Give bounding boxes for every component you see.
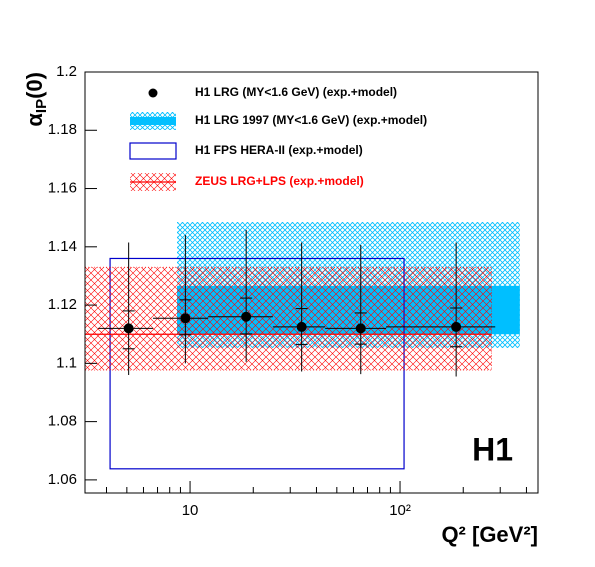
y-tick-label: 1.14 xyxy=(48,238,77,255)
data-point xyxy=(123,323,134,334)
y-axis-label-part: IP xyxy=(33,99,50,113)
data-point xyxy=(241,311,252,322)
y-axis-label: αIP(0) xyxy=(22,72,50,127)
x-tick-label: 10 xyxy=(182,502,199,519)
plot-frame xyxy=(84,71,539,494)
y-tick-label: 1.08 xyxy=(48,413,77,430)
y-axis-label-part: (0) xyxy=(22,72,47,99)
legend-label: H1 LRG 1997 (MY<1.6 GeV) (exp.+model) xyxy=(195,113,427,127)
annotation: H1 xyxy=(472,431,513,467)
data-point xyxy=(355,323,366,334)
legend-marker xyxy=(148,88,158,98)
data-point xyxy=(296,321,307,332)
y-tick-label: 1.16 xyxy=(48,180,77,197)
legend-label: H1 FPS HERA-II (exp.+model) xyxy=(195,143,363,157)
data-point xyxy=(451,321,462,332)
y-axis-label-part: α xyxy=(22,113,47,127)
legend-swatch xyxy=(129,142,177,160)
y-tick-label: 1.12 xyxy=(48,296,77,313)
legend-label: ZEUS LRG+LPS (exp.+model) xyxy=(195,174,364,188)
band-hatched xyxy=(84,266,492,371)
y-tick-label: 1.2 xyxy=(56,63,77,80)
data-point xyxy=(180,313,191,324)
y-tick-label: 1.06 xyxy=(48,471,77,488)
x-axis-label: Q² [GeV²] xyxy=(441,522,538,547)
y-tick-label: 1.1 xyxy=(56,354,77,371)
y-tick-label: 1.18 xyxy=(48,121,77,138)
legend-swatch xyxy=(130,117,176,125)
legend-label: H1 LRG (MY<1.6 GeV) (exp.+model) xyxy=(195,85,397,99)
x-tick-label: 10² xyxy=(389,502,411,519)
